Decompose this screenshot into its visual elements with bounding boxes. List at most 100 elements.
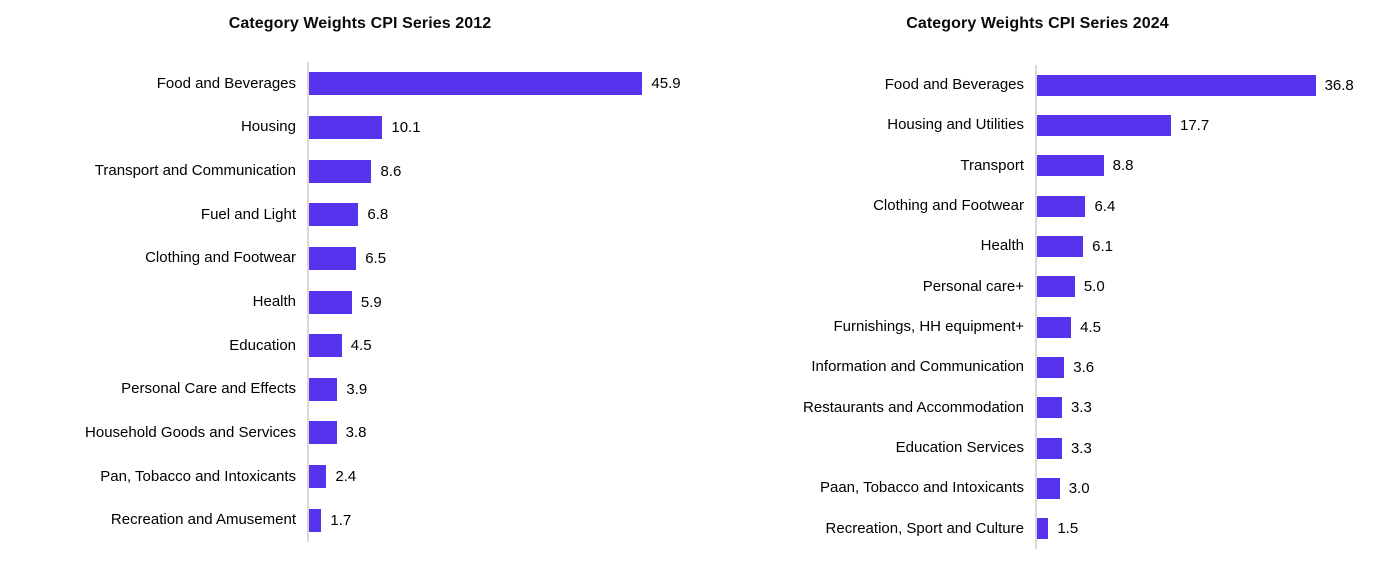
value-label: 2.4 [335,468,357,486]
bar-row: Housing and Utilities 17.7 [694,105,1389,145]
bar-track: 3.6 [1035,347,1389,387]
bar-row: Food and Beverages 45.9 [0,62,694,106]
bar-row: Personal care+ 5.0 [694,267,1389,307]
bar-track: 4.5 [1035,307,1389,347]
value-label: 36.8 [1324,76,1354,94]
category-label: Housing [240,118,296,136]
bar [309,115,383,139]
bar-track: 6.4 [1035,186,1389,226]
value-label: 4.5 [350,337,372,355]
bar-track: 5.0 [1035,267,1389,307]
y-axis-line [307,62,309,542]
category-label: Food and Beverages [884,76,1024,94]
value-label: 8.6 [380,162,402,180]
category-label: Paan, Tobacco and Intoxicants [819,479,1024,497]
bar [1037,114,1171,136]
category-label: Information and Communication [811,358,1024,376]
category-label: Transport and Communication [94,162,296,180]
bar [1037,316,1072,338]
bar [1037,397,1062,419]
value-label: 3.0 [1068,479,1090,497]
bar-track: 4.5 [307,324,694,368]
bar [1037,195,1086,217]
bar-row: Furnishings, HH equipment+ 4.5 [694,307,1389,347]
bar [1037,74,1316,96]
bar-track: 3.0 [1035,468,1389,508]
bar-row: Personal Care and Effects 3.9 [0,367,694,411]
value-label: 8.8 [1112,157,1134,175]
bar-row: Education 4.5 [0,324,694,368]
bar-track: 8.6 [307,149,694,193]
category-label: Clothing and Footwear [873,197,1024,215]
bar [309,203,359,227]
bar [309,421,337,445]
chart-cpi-2024: Category Weights CPI Series 2024 Food an… [694,0,1389,564]
value-label: 4.5 [1080,318,1101,336]
bar-track: 10.1 [307,106,694,150]
category-label: Personal care+ [922,277,1024,295]
bar-row: Transport and Communication 8.6 [0,149,694,193]
bar-track: 1.7 [307,498,694,542]
category-label: Recreation, Sport and Culture [825,519,1024,537]
value-label: 3.3 [1070,439,1092,457]
bar-track: 8.8 [1035,146,1389,186]
value-label: 6.1 [1092,237,1114,255]
category-label: Health [980,237,1024,255]
category-label: Food and Beverages [156,74,296,92]
category-label: Health [252,293,296,311]
value-label: 6.5 [365,249,387,267]
bar-track: 1.5 [1035,509,1389,549]
bar-row: Housing 10.1 [0,106,694,150]
category-label: Recreation and Amusement [110,511,296,529]
value-label: 1.5 [1057,520,1079,538]
value-label: 6.8 [367,206,389,224]
bar-row: Fuel and Light 6.8 [0,193,694,237]
bar [1037,477,1060,499]
y-axis-line [1035,65,1037,549]
bar [1037,155,1104,177]
bar [309,508,322,532]
category-label: Clothing and Footwear [145,249,296,267]
category-label: Restaurants and Accommodation [803,398,1024,416]
category-label: Personal Care and Effects [121,380,296,398]
bar-row: Food and Beverages 36.8 [694,65,1389,105]
bar-row: Recreation and Amusement 1.7 [0,498,694,542]
bar-row: Restaurants and Accommodation 3.3 [694,388,1389,428]
bar [1037,518,1049,540]
bar [309,290,352,314]
value-label: 3.6 [1073,358,1095,376]
bar [309,246,357,270]
bar-track: 6.8 [307,193,694,237]
category-label: Education Services [895,439,1024,457]
bar [309,159,372,183]
bar-track: 17.7 [1035,105,1389,145]
bar-track: 3.3 [1035,428,1389,468]
bar-row: Pan, Tobacco and Intoxicants 2.4 [0,455,694,499]
bar-row: Information and Communication 3.6 [694,347,1389,387]
bar-row: Health 6.1 [694,226,1389,266]
bar [309,72,643,96]
bar-track: 3.8 [307,411,694,455]
bar-track: 36.8 [1035,65,1389,105]
bar-rows-2024: Food and Beverages 36.8 Housing and Utilit… [694,65,1389,549]
bar [309,334,342,358]
category-label: Pan, Tobacco and Intoxicants [100,467,296,485]
bar [1037,276,1075,298]
value-label: 3.9 [346,380,368,398]
bar-track: 45.9 [307,62,694,106]
bar-row: Clothing and Footwear 6.5 [0,237,694,281]
bar-row: Education Services 3.3 [694,428,1389,468]
category-label: Transport [960,156,1024,174]
bar-row: Health 5.9 [0,280,694,324]
bar [1037,356,1065,378]
plot-area-2024: Food and Beverages 36.8 Housing and Utilit… [694,65,1389,549]
bar-track: 5.9 [307,280,694,324]
category-label: Housing and Utilities [887,116,1024,134]
bar-row: Transport 8.8 [694,146,1389,186]
bar-track: 3.9 [307,367,694,411]
value-label: 3.3 [1070,399,1092,417]
category-label: Education [229,336,296,354]
value-label: 1.7 [330,511,352,529]
value-label: 5.0 [1083,278,1105,296]
